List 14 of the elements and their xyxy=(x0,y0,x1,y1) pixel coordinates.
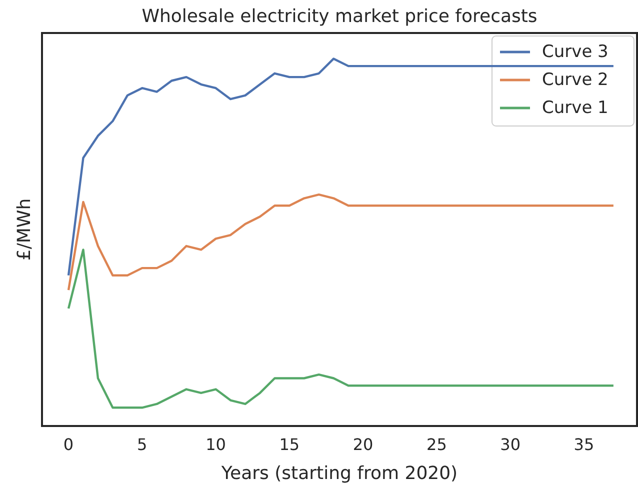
x-tick-label: 30 xyxy=(500,435,521,454)
legend-label: Curve 3 xyxy=(542,42,608,62)
x-axis-title: Years (starting from 2020) xyxy=(220,463,458,484)
x-tick-label: 25 xyxy=(426,435,447,454)
x-tick-label: 10 xyxy=(206,435,226,454)
legend-label: Curve 1 xyxy=(542,98,608,118)
x-tick-label: 20 xyxy=(352,435,374,454)
legend-label: Curve 2 xyxy=(542,70,608,90)
chart-title: Wholesale electricity market price forecasts xyxy=(142,6,538,27)
x-tick-label: 35 xyxy=(574,435,594,454)
x-tick-label: 5 xyxy=(137,435,148,454)
x-tick-label: 0 xyxy=(63,435,74,454)
x-tick-label: 15 xyxy=(279,435,300,454)
y-axis-title: £/MWh xyxy=(14,198,35,261)
